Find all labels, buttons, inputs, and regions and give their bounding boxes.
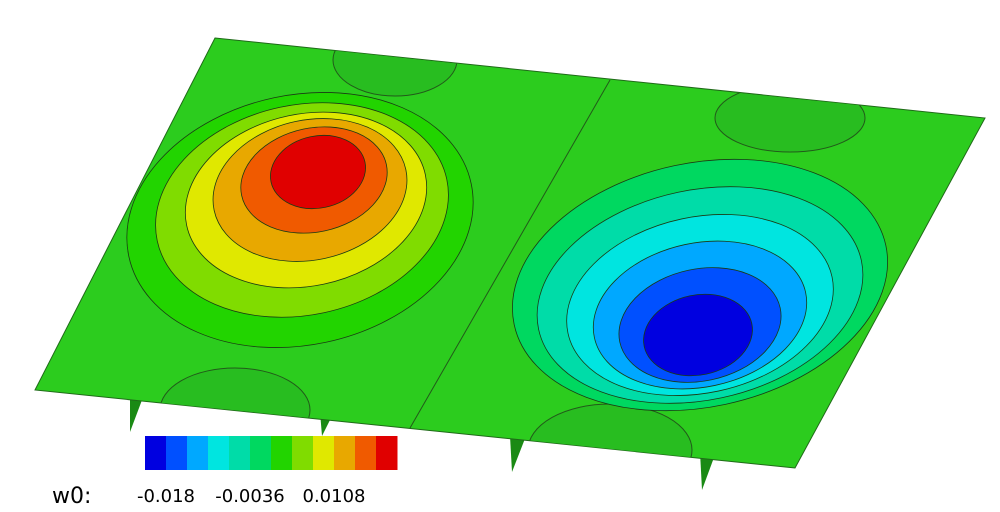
colorbar-swatch	[334, 436, 356, 470]
contour-view: w0: -0.018 -0.0036 0.0108	[0, 0, 1000, 512]
edge-patch	[528, 404, 692, 496]
support-leg	[130, 400, 142, 432]
colorbar-swatch	[208, 436, 230, 470]
support-leg	[510, 436, 526, 472]
colorbar-label: w0:	[52, 484, 91, 509]
edge-patch	[715, 84, 865, 152]
colorbar-swatch	[229, 436, 251, 470]
colorbar	[145, 436, 398, 470]
colorbar-tick-label: -0.018	[137, 486, 195, 507]
colorbar-swatch	[292, 436, 314, 470]
colorbar-tick-label: -0.0036	[215, 486, 284, 507]
colorbar-swatch	[250, 436, 272, 470]
colorbar-swatch	[187, 436, 209, 470]
colorbar-swatch	[145, 436, 167, 470]
colorbar-swatch	[355, 436, 377, 470]
colorbar-swatch	[271, 436, 293, 470]
colorbar-tick-label: 0.0108	[303, 486, 366, 507]
edge-patch	[333, 24, 457, 96]
colorbar-swatch	[166, 436, 188, 470]
colorbar-swatch	[376, 436, 398, 470]
colorbar-swatch	[313, 436, 335, 470]
